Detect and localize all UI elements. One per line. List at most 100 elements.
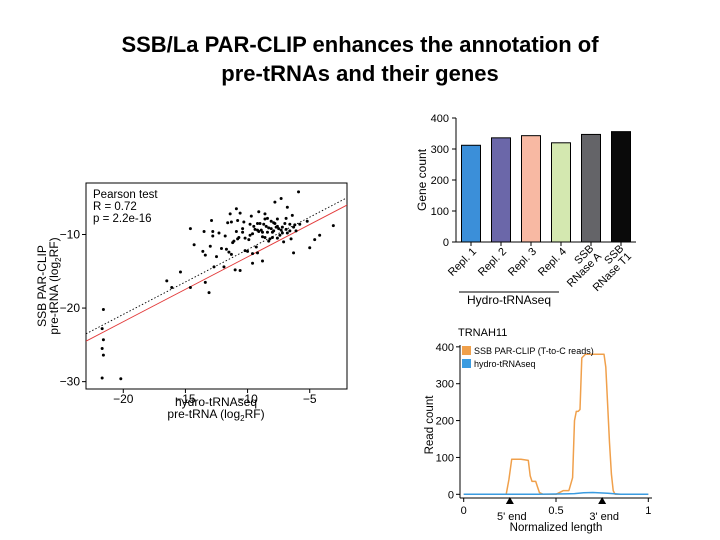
line-y-tick-label: 400 <box>436 342 454 354</box>
scatter-annotation-line-2: R = 0.72 <box>93 201 137 213</box>
scatter-point <box>257 230 261 234</box>
scatter-point <box>203 253 207 257</box>
scatter-point <box>232 239 236 243</box>
end-marker-triangle <box>505 497 514 504</box>
scatter-point <box>260 230 264 234</box>
scatter-point <box>277 227 281 231</box>
regression-line-solid <box>86 204 347 342</box>
scatter-point <box>273 221 277 225</box>
line-x-tick-label: 0 <box>461 505 467 517</box>
line-chart-title: TRNAH11 <box>458 327 507 339</box>
scatter-point <box>278 233 282 237</box>
scatter-point <box>188 227 192 231</box>
scatter-point <box>246 249 250 253</box>
scatter-point <box>263 235 267 239</box>
scatter-point <box>238 269 242 273</box>
scatter-point <box>178 270 182 274</box>
line-y-tick-label: 200 <box>436 416 454 428</box>
scatter-annotation-line-3: p = 2.2e-16 <box>93 213 152 225</box>
scatter-point <box>280 231 284 235</box>
scatter-point <box>258 221 262 225</box>
scatter-ylabel-text: SSB PAR-CLIP <box>35 245 49 327</box>
scatter-point <box>219 246 223 250</box>
scatter-point <box>264 224 268 228</box>
scatter-ylabel-line-1: SSB PAR-CLIP <box>35 245 49 327</box>
bar-y-tick-label: 300 <box>431 144 449 156</box>
end-marker-label: 3' end <box>589 511 619 523</box>
scatter-ylabel-suffix: RF) <box>47 237 61 257</box>
bar <box>551 142 571 243</box>
scatter-xlabel-subscript: 2 <box>240 414 245 423</box>
scatter-point <box>100 327 104 331</box>
scatter-point <box>202 230 206 234</box>
bar-ylabel: Gene count <box>415 148 429 211</box>
scatter-point <box>270 235 274 239</box>
scatter-x-tick-label: −10 <box>237 392 258 406</box>
scatter-point <box>263 212 267 216</box>
bar <box>521 135 541 243</box>
scatter-point <box>253 227 257 231</box>
scatter-point <box>212 265 216 269</box>
scatter-point <box>223 234 227 238</box>
scatter-point <box>290 213 294 217</box>
scatter-point <box>268 237 272 241</box>
scatter-point <box>211 234 215 238</box>
scatter-point <box>260 235 264 239</box>
scatter-point <box>293 223 297 227</box>
legend-swatch <box>462 346 471 355</box>
line-y-tick-label: 0 <box>448 489 454 501</box>
scatter-point <box>207 291 211 295</box>
line-y-tick-label: 300 <box>436 379 454 391</box>
scatter-point <box>100 347 104 351</box>
slide-title: SSB/La PAR-CLIP enhances the annotation … <box>0 30 720 88</box>
line-y-tick-label: 100 <box>436 452 454 464</box>
scatter-point <box>243 236 247 240</box>
scatter-xlabel-line-2: pre-tRNA (log2RF) <box>167 407 264 423</box>
end-marker-triangle <box>598 497 607 504</box>
scatter-point <box>267 239 271 243</box>
scatter-point <box>294 229 298 233</box>
scatter-point <box>313 238 317 242</box>
scatter-point <box>269 219 273 223</box>
scatter-point <box>192 243 196 247</box>
scatter-point <box>270 230 274 234</box>
line-x-tick-label: 1 <box>645 505 651 517</box>
scatter-point <box>101 308 105 312</box>
scatter-ylabel-prefix: pre-tRNA (log <box>47 262 61 335</box>
scatter-point <box>279 228 283 232</box>
scatter-y-tick-label: −10 <box>60 228 81 242</box>
scatter-annotation-line-1: Pearson test <box>93 189 158 201</box>
scatter-point <box>254 245 258 249</box>
scatter-point <box>227 250 231 254</box>
scatter-point <box>237 235 241 239</box>
scatter-point <box>234 207 238 211</box>
scatter-point <box>331 224 335 228</box>
scatter-point <box>257 210 261 214</box>
scatter-point <box>229 252 233 256</box>
scatter-point <box>241 230 245 234</box>
scatter-point <box>234 230 238 234</box>
scatter-point <box>285 231 289 235</box>
scatter-point <box>248 233 252 237</box>
scatter-point <box>269 227 273 231</box>
scatter-point <box>222 265 226 269</box>
scatter-point <box>265 216 269 220</box>
scatter-point <box>210 219 214 223</box>
bar <box>611 131 631 243</box>
scatter-point <box>289 237 293 241</box>
scatter-point <box>248 222 252 226</box>
scatter-point <box>101 338 105 342</box>
scatter-point <box>252 224 256 228</box>
scatter-point <box>119 377 123 381</box>
line-xlabel: Normalized length <box>510 522 603 534</box>
scatter-point <box>279 196 283 200</box>
scatter-point <box>318 233 322 237</box>
line-series-1 <box>463 491 649 496</box>
scatter-point <box>229 220 233 224</box>
bar-group-label: Hydro-tRNAseq <box>467 293 551 307</box>
scatter-point <box>251 252 255 256</box>
legend-label: hydro-tRNAseq <box>474 359 536 369</box>
scatter-x-tick-label: −5 <box>303 392 317 406</box>
